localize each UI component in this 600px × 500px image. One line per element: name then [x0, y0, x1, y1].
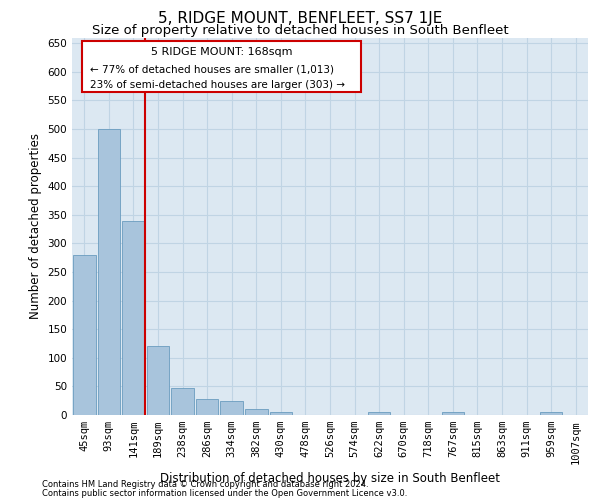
X-axis label: Distribution of detached houses by size in South Benfleet: Distribution of detached houses by size … [160, 472, 500, 485]
Text: 23% of semi-detached houses are larger (303) →: 23% of semi-detached houses are larger (… [90, 80, 345, 90]
Text: Contains HM Land Registry data © Crown copyright and database right 2024.: Contains HM Land Registry data © Crown c… [42, 480, 368, 489]
Bar [122, 220, 145, 415]
Text: ← 77% of detached houses are smaller (1,013): ← 77% of detached houses are smaller (1,… [90, 64, 334, 74]
Bar [220, 400, 243, 415]
Bar [73, 255, 95, 415]
Bar [540, 412, 562, 415]
Bar [98, 129, 120, 415]
Text: 5, RIDGE MOUNT, BENFLEET, SS7 1JE: 5, RIDGE MOUNT, BENFLEET, SS7 1JE [158, 11, 442, 26]
Bar [196, 399, 218, 415]
Text: Contains public sector information licensed under the Open Government Licence v3: Contains public sector information licen… [42, 488, 407, 498]
Bar [368, 412, 391, 415]
Bar [442, 412, 464, 415]
FancyBboxPatch shape [82, 42, 361, 92]
Text: 5 RIDGE MOUNT: 168sqm: 5 RIDGE MOUNT: 168sqm [151, 48, 292, 58]
Y-axis label: Number of detached properties: Number of detached properties [29, 133, 42, 320]
Bar [269, 412, 292, 415]
Bar [146, 346, 169, 415]
Bar [171, 388, 194, 415]
Text: Size of property relative to detached houses in South Benfleet: Size of property relative to detached ho… [92, 24, 508, 37]
Bar [245, 410, 268, 415]
